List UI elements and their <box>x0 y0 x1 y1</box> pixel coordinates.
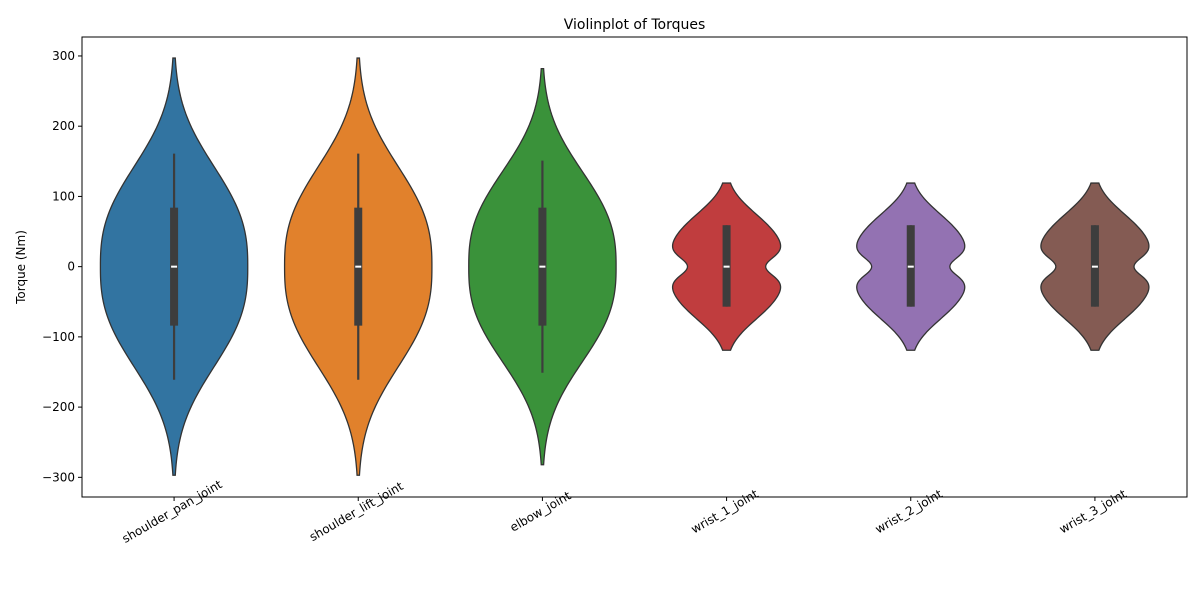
chart-title: Violinplot of Torques <box>564 17 706 33</box>
inner-boxes-layer <box>170 153 1099 380</box>
median-marker-wrist-1-joint <box>723 265 730 268</box>
y-tick-label: −100 <box>42 330 75 344</box>
y-tick-label: −300 <box>42 470 75 484</box>
plot-frame <box>81 36 1188 498</box>
y-axis-label: Torque (Nm) <box>14 230 28 305</box>
median-marker-shoulder-pan-joint <box>171 265 178 268</box>
y-tick-label: 300 <box>52 49 75 63</box>
y-tick-label: 200 <box>52 119 75 133</box>
y-axis: −300 −200 −100 0 100 200 300 <box>42 49 82 484</box>
y-tick-label: −200 <box>42 400 75 414</box>
y-tick-label: 100 <box>52 189 75 203</box>
median-marker-wrist-3-joint <box>1091 265 1098 268</box>
y-tick-label: 0 <box>67 260 75 274</box>
median-marker-elbow-joint <box>539 265 546 268</box>
median-marker-wrist-2-joint <box>907 265 914 268</box>
median-marker-shoulder-lift-joint <box>355 265 362 268</box>
